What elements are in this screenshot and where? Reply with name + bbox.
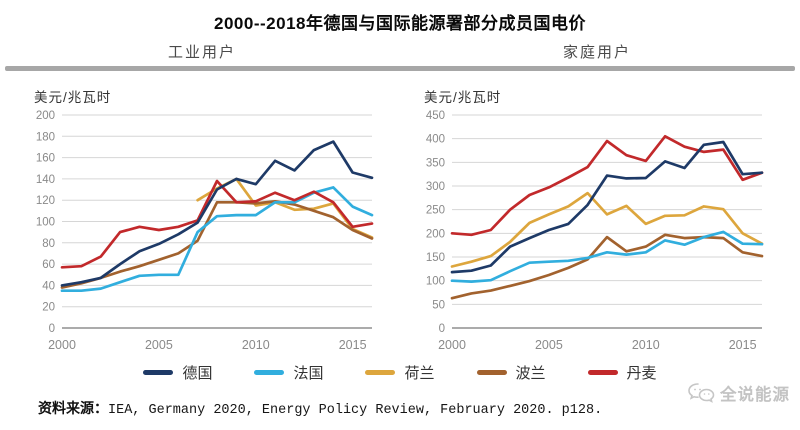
- series-line-france: [450, 230, 764, 283]
- watermark: 全说能源: [687, 381, 790, 405]
- legend-item-netherlands: 荷兰: [365, 362, 435, 383]
- series-line-denmark: [450, 134, 764, 237]
- y-tick-label: 160: [36, 153, 55, 165]
- legend-marker-netherlands: [365, 369, 396, 375]
- figure-title: 2000--2018年德国与国际能源署部分成员国电价: [214, 14, 586, 33]
- y-tick-label: 180: [36, 131, 55, 143]
- y-tick-label: 50: [432, 299, 445, 311]
- wechat-watermark-icon: [688, 383, 715, 403]
- x-tick-label: 2015: [729, 338, 757, 352]
- legend-marker-poland: [476, 369, 507, 375]
- industrial-chart-panel: 美元/兆瓦时 0 20 40 60 80 100 120 140 160 180 200 2000 20…: [22, 84, 392, 362]
- industrial-line-chart: 0 20 40 60 80 100 120 140 160 180 200 2000 2005 2010 2…: [22, 106, 390, 363]
- series-line-poland: [60, 199, 374, 289]
- legend-label: 德国: [182, 364, 213, 382]
- y-tick-label: 20: [42, 302, 55, 314]
- y-tick-label: 100: [426, 276, 445, 288]
- x-tick-label: 2010: [632, 338, 660, 352]
- y-tick-label: 0: [439, 323, 445, 335]
- legend-label: 法国: [293, 364, 324, 382]
- y-tick-label: 150: [426, 252, 445, 264]
- y-tick-label: 250: [426, 205, 445, 217]
- household-chart-panel: 美元/兆瓦时 0 50 100 150 200 250 300 350 400 450 2000 20…: [412, 84, 782, 362]
- household-line-chart: 0 50 100 150 200 250 300 350 400 450 2000 2005 2010 2…: [412, 106, 780, 363]
- series-line-denmark: [60, 179, 374, 269]
- x-tick-label: 2000: [48, 338, 76, 352]
- divider-bar: [5, 66, 795, 71]
- x-tick-label: 2015: [339, 338, 367, 352]
- y-axis-unit-label: 美元/兆瓦时: [424, 90, 502, 105]
- legend-item-denmark: 丹麦: [587, 362, 657, 383]
- legend-label: 荷兰: [404, 364, 435, 382]
- x-tick-label: 2000: [438, 338, 466, 352]
- y-tick-label: 450: [426, 110, 445, 122]
- series-line-poland: [450, 233, 764, 300]
- chart-legend: 德国 法国 荷兰 波兰 丹麦: [0, 360, 800, 384]
- source-text: IEA, Germany 2020, Energy Policy Review,…: [108, 403, 603, 418]
- y-tick-label: 40: [42, 280, 55, 292]
- legend-item-poland: 波兰: [476, 362, 546, 383]
- y-tick-label: 120: [36, 195, 55, 207]
- legend-label: 丹麦: [626, 364, 657, 382]
- subtitle-industrial-users: 工业用户: [168, 44, 237, 61]
- legend-item-france: 法国: [254, 362, 323, 383]
- legend-marker-france: [254, 369, 285, 375]
- y-axis-unit-label: 美元/兆瓦时: [34, 90, 112, 105]
- x-tick-label: 2005: [145, 338, 173, 352]
- legend-item-germany: 德国: [143, 362, 212, 383]
- series-line-germany: [60, 140, 374, 287]
- y-tick-label: 60: [42, 259, 55, 271]
- legend-label: 波兰: [515, 364, 546, 382]
- y-tick-label: 80: [42, 238, 55, 250]
- y-tick-label: 0: [49, 323, 55, 335]
- x-tick-label: 2010: [242, 338, 270, 352]
- series-line-france: [60, 186, 374, 293]
- series-line-germany: [450, 140, 764, 274]
- legend-marker-germany: [143, 369, 174, 375]
- legend-marker-denmark: [587, 369, 618, 375]
- y-tick-label: 350: [426, 157, 445, 169]
- source-label: 资料来源：: [38, 400, 108, 416]
- y-tick-label: 200: [426, 228, 445, 240]
- y-tick-label: 300: [426, 181, 445, 193]
- y-tick-label: 400: [426, 134, 445, 146]
- y-tick-label: 100: [36, 217, 55, 229]
- subtitle-household-users: 家庭用户: [563, 44, 632, 61]
- source-note: 资料来源：IEA, Germany 2020, Energy Policy Re…: [38, 398, 602, 418]
- y-tick-label: 200: [36, 110, 55, 122]
- y-tick-label: 140: [36, 174, 55, 186]
- x-tick-label: 2005: [535, 338, 563, 352]
- series-line-netherlands: [450, 191, 764, 268]
- watermark-text: 全说能源: [720, 386, 790, 404]
